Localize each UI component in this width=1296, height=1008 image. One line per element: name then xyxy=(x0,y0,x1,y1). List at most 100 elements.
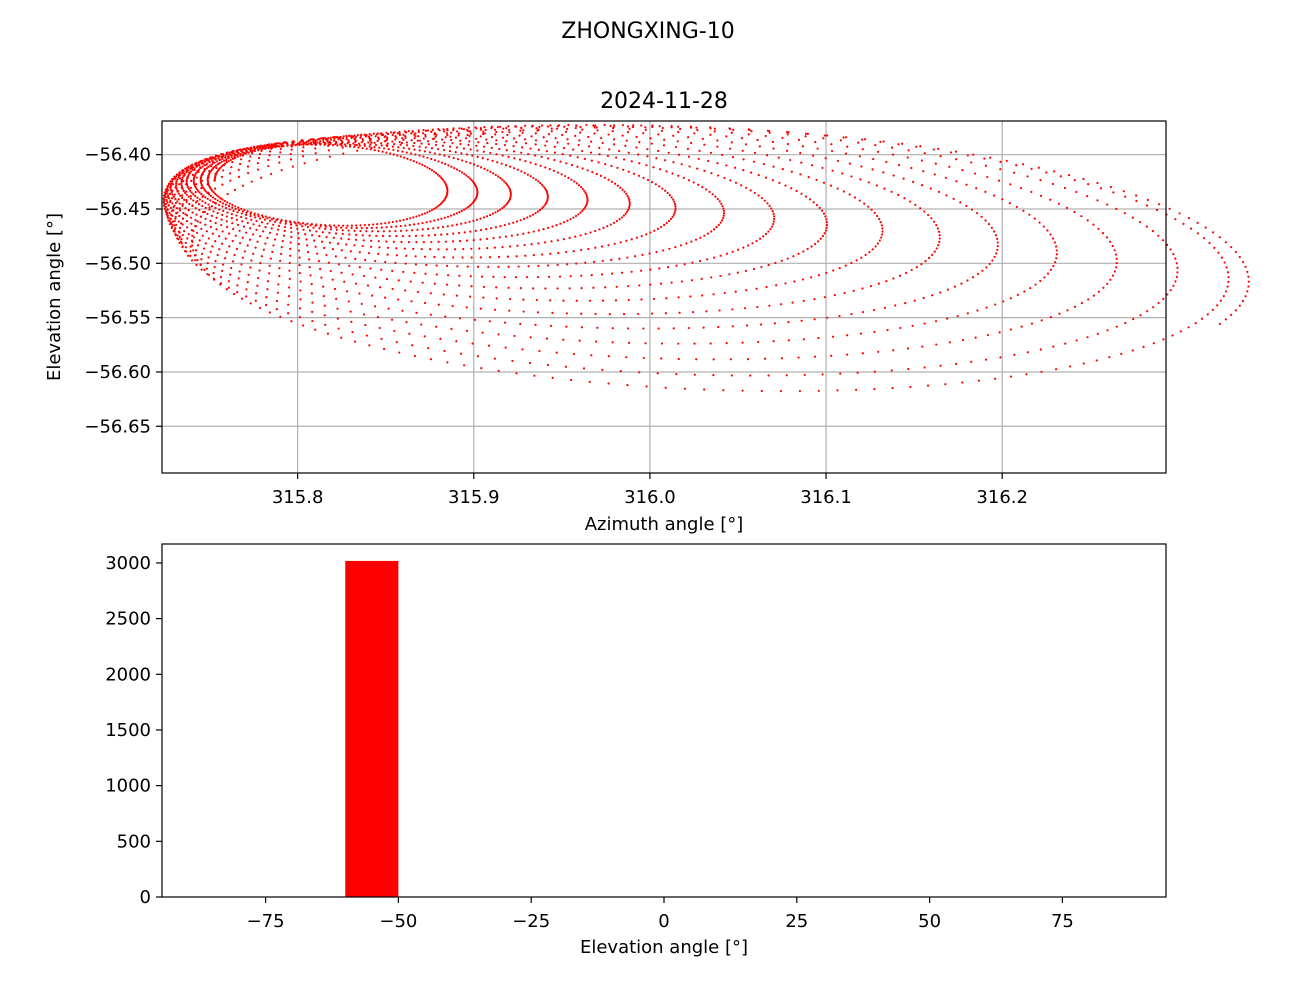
scatter-point xyxy=(515,255,518,258)
scatter-point xyxy=(189,216,193,219)
scatter-point xyxy=(638,141,641,144)
scatter-point xyxy=(340,237,343,240)
scatter-point xyxy=(374,259,377,263)
scatter-point xyxy=(914,203,917,206)
scatter-point xyxy=(365,147,368,150)
scatter-point xyxy=(258,217,262,220)
scatter-point xyxy=(756,305,759,309)
scatter-point xyxy=(630,270,633,273)
scatter-point xyxy=(627,170,630,173)
scatter-point xyxy=(1105,236,1108,239)
scatter-point xyxy=(370,134,373,137)
scatter-point xyxy=(169,217,172,221)
scatter-point xyxy=(764,134,767,138)
scatter-point xyxy=(689,126,693,129)
scatter-point xyxy=(474,229,477,232)
scatter-point xyxy=(830,149,834,153)
scatter-point xyxy=(355,226,358,230)
scatter-point xyxy=(277,224,281,227)
scatter-point xyxy=(784,282,787,285)
scatter-point xyxy=(1145,204,1149,207)
scatter-point xyxy=(504,346,507,349)
scatter-point xyxy=(934,162,937,165)
scatter-point xyxy=(935,343,938,346)
scatter-point xyxy=(621,124,624,127)
scatter-point xyxy=(174,201,177,205)
scatter-point xyxy=(348,264,351,267)
scatter-point xyxy=(275,233,278,236)
scatter-point xyxy=(986,175,989,179)
scatter-point xyxy=(568,287,571,290)
scatter-point xyxy=(418,145,421,148)
scatter-point xyxy=(435,133,438,136)
scatter-point xyxy=(913,299,916,302)
scatter-point xyxy=(998,331,1001,334)
scatter-point xyxy=(468,140,471,143)
scatter-point xyxy=(600,273,604,276)
scatter-point xyxy=(664,312,668,315)
scatter-point xyxy=(347,134,351,137)
scatter-point xyxy=(1246,290,1249,293)
scatter-point xyxy=(366,284,370,287)
scatter-point xyxy=(441,225,445,229)
scatter-point xyxy=(1115,207,1118,210)
scatter-point xyxy=(288,269,291,272)
scatter-point xyxy=(541,253,544,256)
scatter-point xyxy=(993,255,996,259)
scatter-point xyxy=(770,225,774,228)
scatter-point xyxy=(850,175,853,178)
histogram-x-tick-label: −75 xyxy=(247,911,285,932)
scatter-point xyxy=(370,141,373,144)
scatter-point xyxy=(318,235,321,238)
scatter-point xyxy=(196,189,200,192)
scatter-point xyxy=(1042,225,1045,228)
scatter-point xyxy=(483,132,486,135)
scatter-point xyxy=(489,151,492,155)
scatter-point xyxy=(228,151,231,154)
scatter-point xyxy=(874,143,877,147)
scatter-point xyxy=(537,128,540,131)
scatter-point xyxy=(206,159,209,162)
scatter-point xyxy=(661,126,664,130)
scatter-point xyxy=(211,196,215,199)
scatter-point xyxy=(1023,290,1026,293)
scatter-point xyxy=(298,316,302,319)
scatter-point xyxy=(1226,271,1230,274)
scatter-point xyxy=(269,172,273,176)
scatter-point xyxy=(985,266,988,269)
scatter-point xyxy=(319,225,322,228)
scatter-point xyxy=(319,140,322,143)
scatter-point xyxy=(413,148,416,151)
scatter-point xyxy=(758,145,761,148)
scatter-point xyxy=(729,147,732,150)
scatter-point xyxy=(1075,190,1078,194)
scatter-point xyxy=(627,208,630,211)
scatter-point xyxy=(786,142,790,146)
scatter-point xyxy=(863,202,866,205)
scatter-point xyxy=(402,133,405,136)
scatter-point xyxy=(595,172,598,176)
scatter-point xyxy=(185,178,188,182)
scatter-point xyxy=(653,229,656,232)
scatter-point xyxy=(479,126,482,130)
scatter-point xyxy=(171,209,174,213)
scatter-point xyxy=(868,251,871,254)
scatter-point xyxy=(556,287,559,290)
scatter-point xyxy=(568,236,571,239)
scatter-point xyxy=(334,140,338,144)
scatter-point xyxy=(264,303,268,307)
scatter-point xyxy=(661,249,665,252)
scatter-point xyxy=(280,219,283,223)
scatter-y-tick-label: −56.40 xyxy=(84,145,151,166)
scatter-point xyxy=(467,126,470,129)
scatter-point xyxy=(354,140,357,143)
scatter-point xyxy=(427,140,430,143)
scatter-point xyxy=(799,173,802,176)
scatter-point xyxy=(500,162,503,165)
scatter-point xyxy=(264,242,267,245)
scatter-point xyxy=(257,276,260,280)
scatter-point xyxy=(233,253,236,257)
scatter-point xyxy=(395,247,398,250)
scatter-point xyxy=(804,195,808,198)
scatter-point xyxy=(266,222,269,225)
